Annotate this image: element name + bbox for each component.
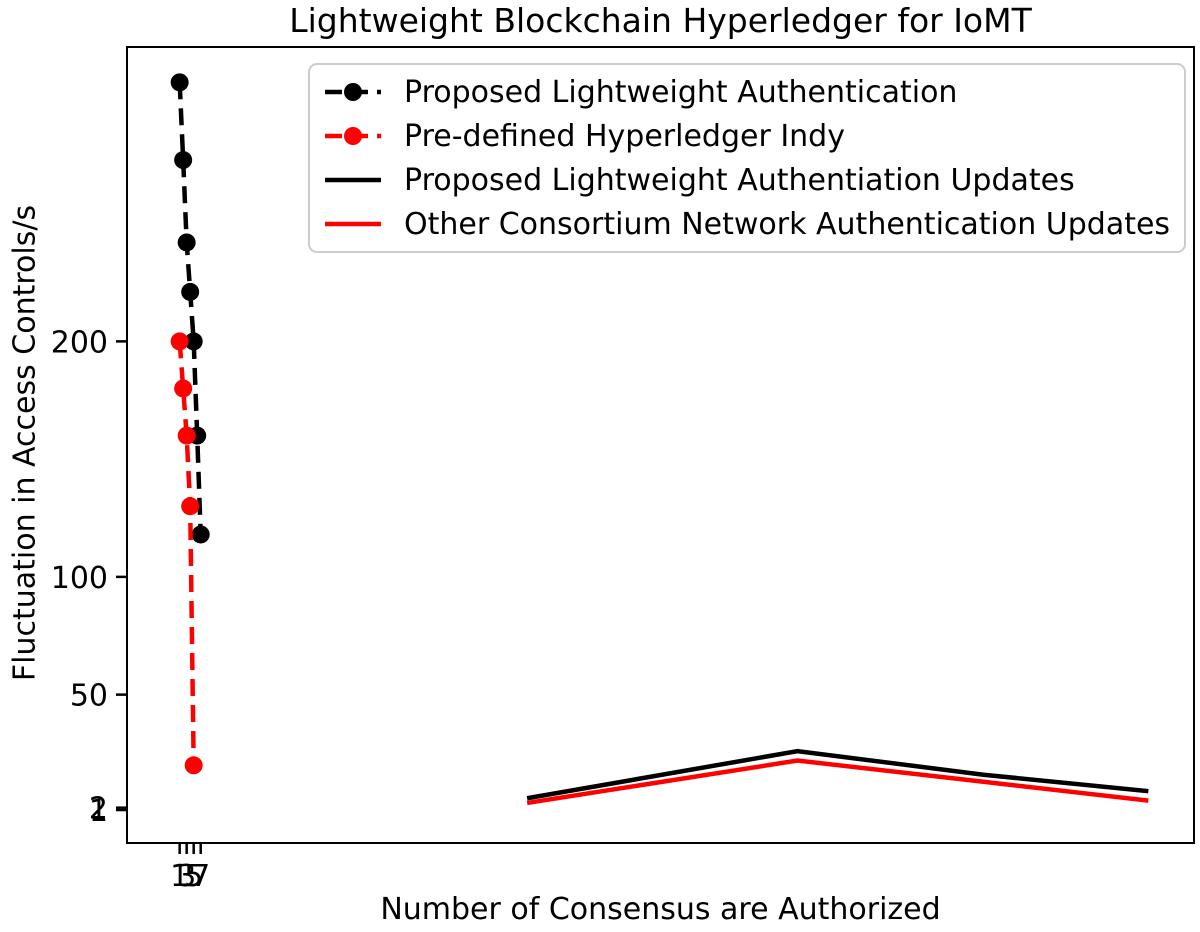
series-1-marker (174, 379, 193, 398)
series-2-line (526, 748, 1149, 801)
legend: Proposed Lightweight Authentication Pre-… (308, 63, 1187, 253)
legend-label: Proposed Lightweight Authentiation Updat… (404, 162, 1075, 198)
legend-label: Pre-defined Hyperledger Indy (404, 118, 845, 154)
x-tick-label: 5 (184, 859, 203, 894)
x-tick-label: 1 (170, 859, 189, 894)
series-1-marker (181, 497, 200, 516)
series-0-marker (177, 233, 196, 252)
y-tick-label: 1 (89, 794, 108, 829)
x-tick-label: 7 (191, 859, 210, 894)
series-1-marker (177, 426, 196, 445)
legend-item: Proposed Lightweight Authentication (322, 70, 1170, 114)
x-axis-label: Number of Consensus are Authorized (380, 892, 941, 927)
legend-sample-marker-icon (344, 83, 362, 101)
series-0-marker (174, 151, 193, 170)
x-tick-label: 3 (177, 859, 196, 894)
legend-label: Proposed Lightweight Authentication (404, 74, 958, 110)
y-tick-label: 200 (51, 325, 108, 360)
series-0-marker (184, 332, 203, 351)
legend-solid-line-icon (325, 177, 381, 183)
y-tick-label: 2 (89, 792, 108, 827)
legend-label: Other Consortium Network Authentication … (404, 206, 1171, 242)
plot-border (126, 46, 1195, 844)
y-tick-label: 50 (70, 679, 108, 714)
series-1-marker (184, 756, 203, 775)
legend-item: Pre-defined Hyperledger Indy (322, 114, 1170, 158)
series-0-marker (170, 73, 189, 92)
series-1-line (177, 341, 196, 766)
chart-title: Lightweight Blockchain Hyperledger for I… (289, 1, 1032, 40)
y-tick-label: 100 (51, 561, 108, 596)
series-0-marker (191, 525, 210, 544)
series-1-marker (170, 332, 189, 351)
series-0-marker (181, 282, 200, 301)
legend-dashed-marker-line-icon (325, 127, 381, 145)
series-0-line (177, 82, 203, 535)
legend-dashed-marker-line-icon (325, 83, 381, 101)
legend-item: Proposed Lightweight Authentiation Updat… (322, 158, 1170, 202)
legend-sample-marker-icon (344, 127, 362, 145)
legend-item: Other Consortium Network Authentication … (322, 202, 1170, 246)
legend-solid-line-icon (325, 221, 381, 227)
series-3-line (526, 758, 1149, 806)
